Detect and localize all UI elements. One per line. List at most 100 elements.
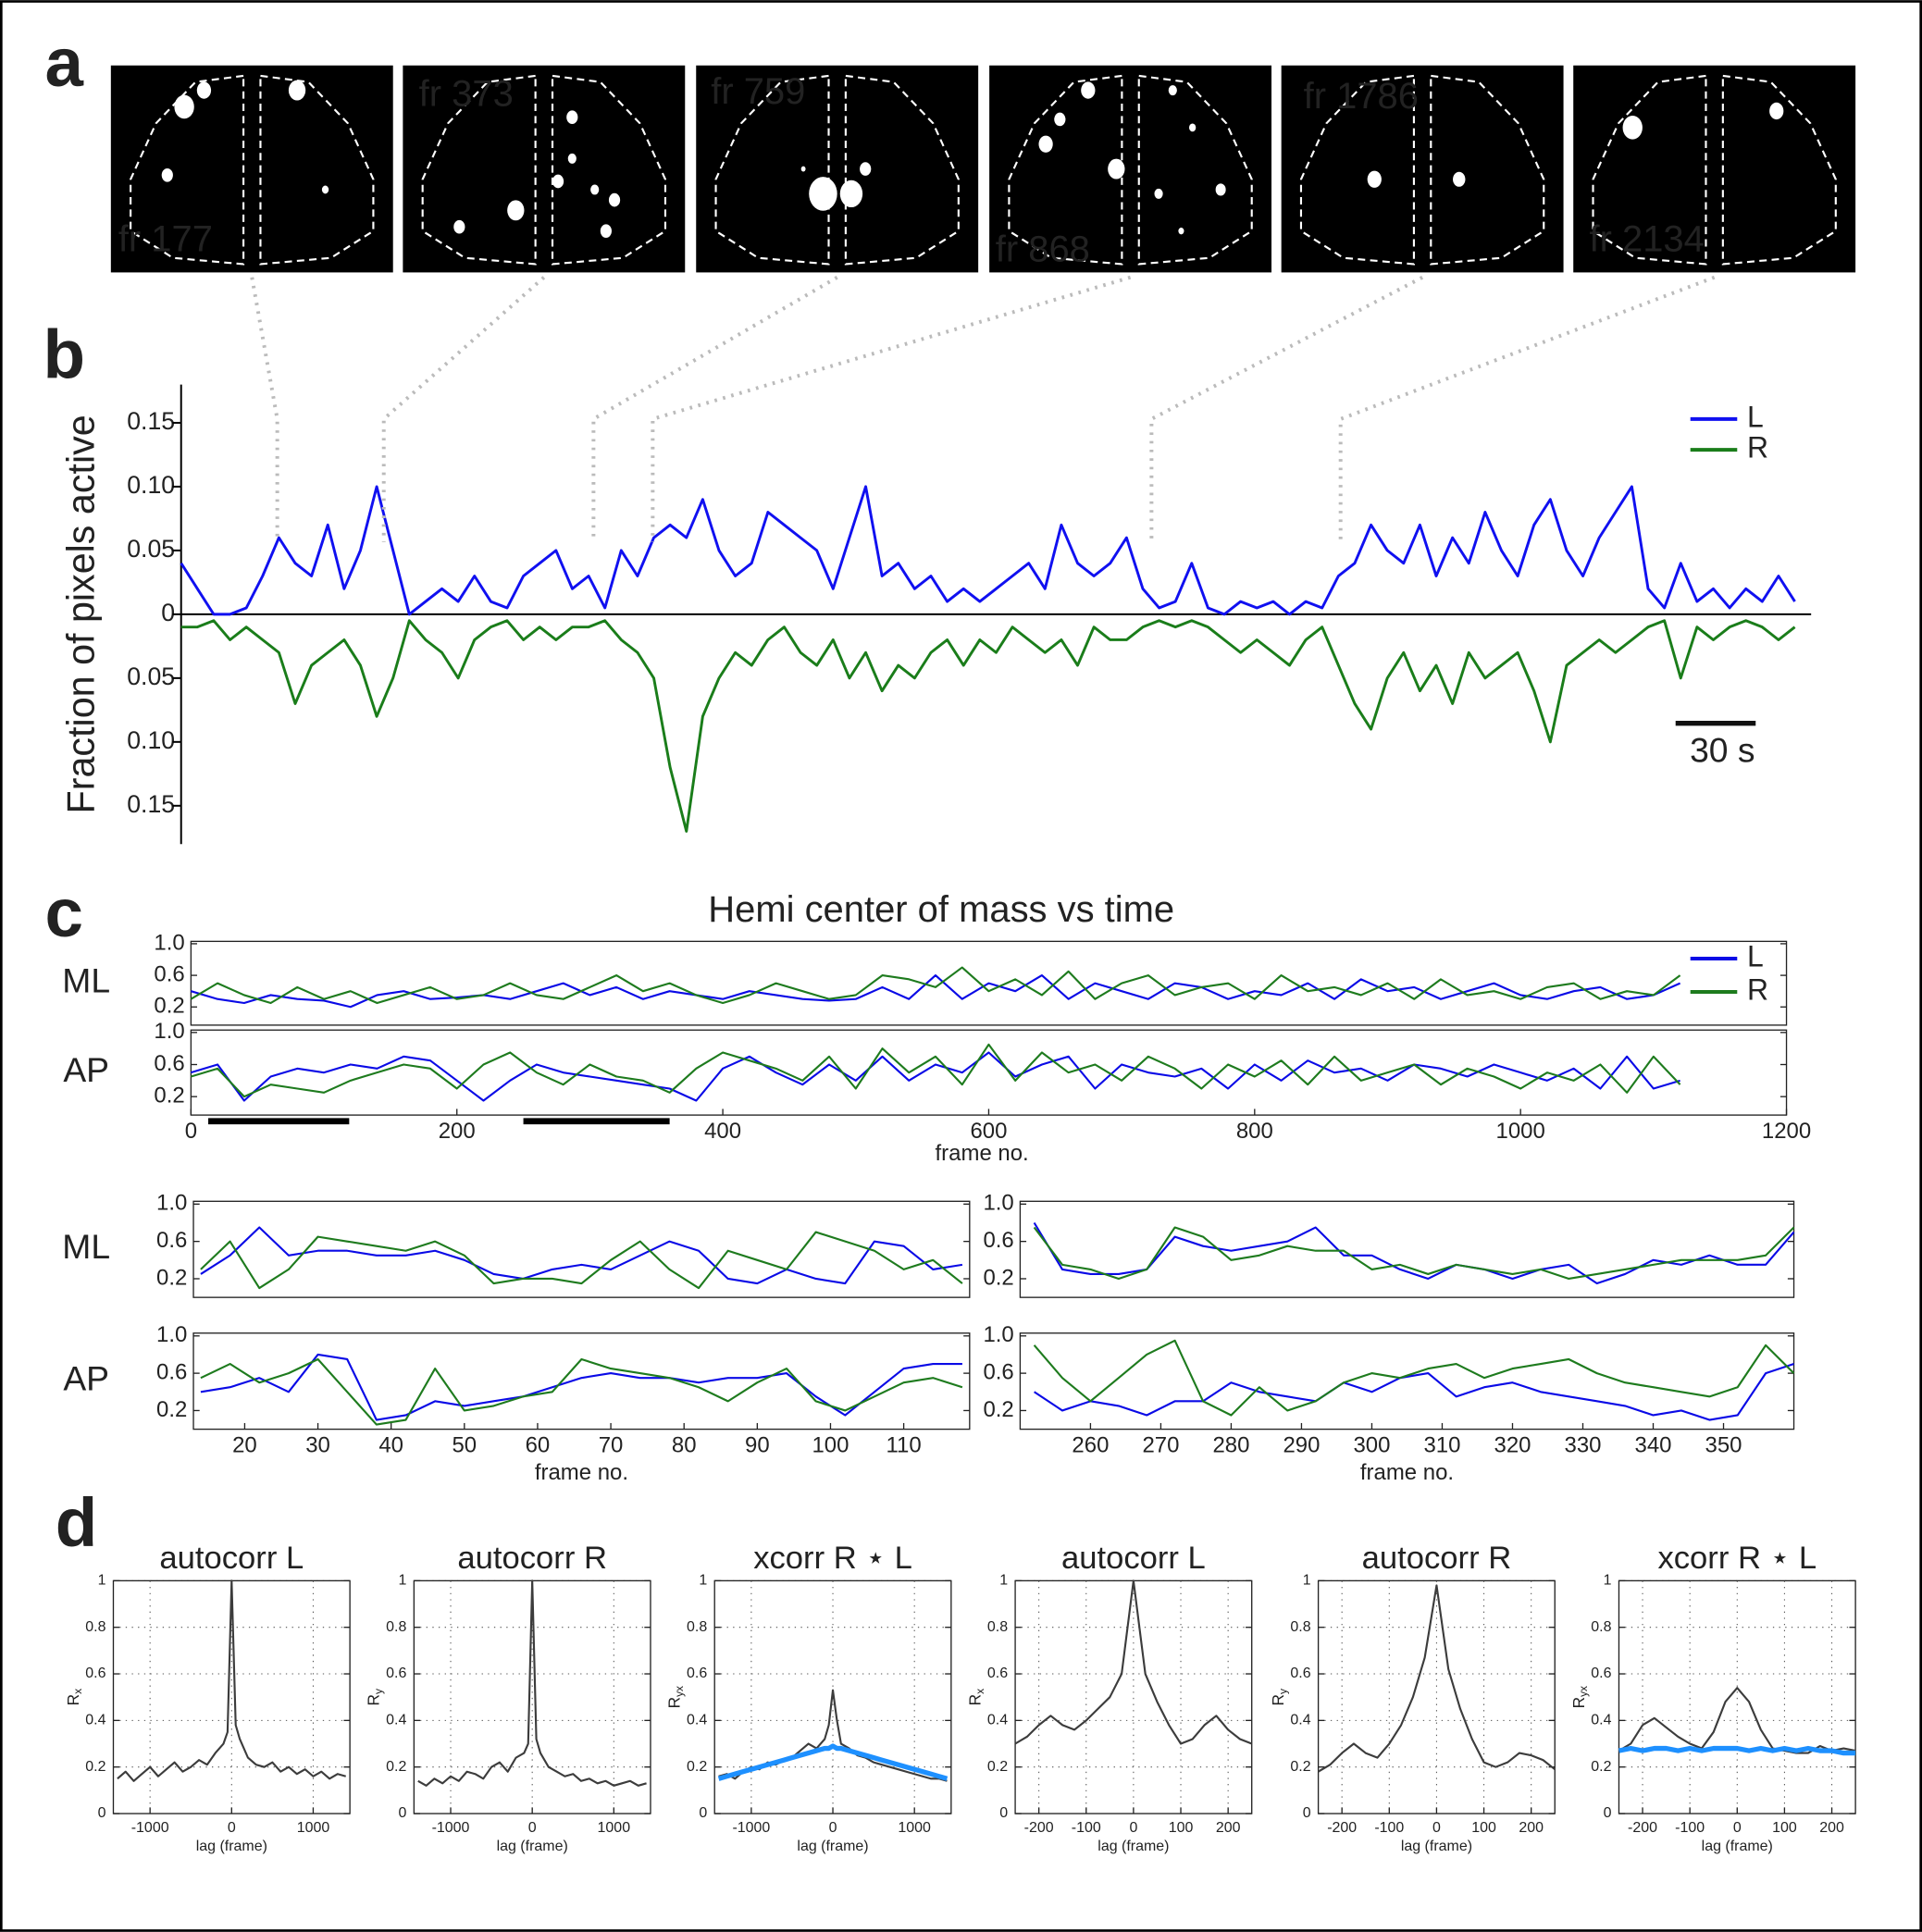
series-line bbox=[190, 966, 1681, 1005]
chart-title: xcorr R ⋆ L bbox=[753, 1541, 912, 1576]
snapshot-connector bbox=[651, 275, 1132, 542]
row-label: AP bbox=[63, 1050, 109, 1089]
y-tick-label: 0.2 bbox=[154, 1083, 184, 1108]
active-blob bbox=[1081, 81, 1096, 99]
y-tick-label: 0.2 bbox=[156, 1265, 187, 1290]
active-blob bbox=[566, 110, 578, 124]
y-tick-label: 0.6 bbox=[687, 1666, 707, 1681]
x-tick-label: 0 bbox=[528, 1820, 537, 1836]
snapshot-connector bbox=[591, 276, 838, 542]
y-axis-label-main: R bbox=[664, 1697, 683, 1708]
y-tick-label: 0.05 bbox=[127, 663, 175, 690]
plot-frame bbox=[190, 940, 1788, 1026]
y-tick-label: 0.15 bbox=[127, 790, 175, 818]
active-blob bbox=[1769, 102, 1784, 120]
legend-label: R bbox=[1747, 431, 1768, 464]
y-axis-label-sub: x bbox=[973, 1689, 986, 1694]
y-tick-label: 0 bbox=[161, 599, 175, 626]
x-tick-label: 0 bbox=[1733, 1820, 1742, 1836]
y-tick-label: 0.8 bbox=[1290, 1619, 1310, 1635]
legend-label: L bbox=[1747, 400, 1764, 433]
x-tick-label: 1000 bbox=[1496, 1119, 1545, 1144]
x-tick-label: 0 bbox=[1129, 1820, 1137, 1836]
active-blob bbox=[860, 162, 872, 176]
y-tick-label: 0.4 bbox=[1591, 1713, 1611, 1728]
x-tick-label: 100 bbox=[1772, 1820, 1797, 1836]
x-tick-label: 350 bbox=[1705, 1433, 1742, 1458]
active-blob bbox=[839, 180, 863, 208]
y-tick-label: 0 bbox=[999, 1805, 1008, 1821]
y-tick-label: 0.10 bbox=[127, 726, 175, 754]
y-tick-label: 0 bbox=[1604, 1805, 1612, 1821]
panel-letter: c bbox=[44, 874, 82, 951]
y-tick-label: 0.6 bbox=[1591, 1666, 1611, 1681]
snapshot-label: fr 373 bbox=[419, 74, 514, 115]
y-axis-label-main: R bbox=[965, 1694, 984, 1705]
y-tick-label: 1 bbox=[699, 1573, 707, 1589]
series-line bbox=[1618, 1745, 1856, 1756]
x-tick-label: 110 bbox=[887, 1433, 922, 1458]
chart-title: xcorr R ⋆ L bbox=[1657, 1541, 1817, 1576]
y-axis-label-main: R bbox=[63, 1694, 81, 1706]
x-tick-label: 70 bbox=[599, 1433, 624, 1458]
y-tick-label: 0.6 bbox=[987, 1666, 1008, 1681]
y-axis-label-sub: y bbox=[372, 1689, 385, 1694]
active-blob bbox=[1453, 171, 1466, 187]
row-label: ML bbox=[62, 1227, 110, 1266]
x-tick-label: 0 bbox=[1432, 1820, 1441, 1836]
y-tick-label: 0.8 bbox=[85, 1619, 105, 1635]
scale-bar-label: 30 s bbox=[1690, 731, 1755, 770]
y-tick-label: 0.2 bbox=[85, 1759, 105, 1775]
y-tick-label: 0.4 bbox=[1290, 1713, 1310, 1728]
x-tick-label: -200 bbox=[1024, 1820, 1054, 1836]
series-line bbox=[191, 1043, 1681, 1098]
plot-frame bbox=[1019, 1200, 1795, 1298]
x-axis-label: lag (frame) bbox=[196, 1839, 267, 1854]
x-tick-label: -1000 bbox=[732, 1820, 770, 1836]
y-tick-label: 0.2 bbox=[386, 1759, 406, 1775]
y-tick-label: 1.0 bbox=[156, 1191, 187, 1216]
series-line bbox=[191, 974, 1681, 1009]
y-tick-label: 0.2 bbox=[983, 1397, 1013, 1422]
x-tick-label: 340 bbox=[1635, 1433, 1672, 1458]
x-tick-label: 200 bbox=[439, 1119, 476, 1144]
y-axis-label: Ryx bbox=[1569, 1686, 1590, 1708]
snapshot-image bbox=[989, 65, 1272, 273]
y-tick-label: 0 bbox=[398, 1805, 406, 1821]
y-tick-label: 0.6 bbox=[983, 1228, 1013, 1253]
x-tick-label: 0 bbox=[228, 1820, 236, 1836]
y-tick-label: 1.0 bbox=[156, 1322, 187, 1347]
snapshot-image bbox=[696, 65, 979, 273]
y-tick-label: 0.8 bbox=[987, 1619, 1008, 1635]
y-axis-label-sub: x bbox=[71, 1689, 84, 1694]
y-tick-label: 0.6 bbox=[85, 1666, 105, 1681]
x-tick-label: 90 bbox=[745, 1433, 770, 1458]
active-blob bbox=[196, 81, 212, 99]
y-axis-label: Ry bbox=[364, 1689, 385, 1706]
active-blob bbox=[453, 219, 465, 234]
series-line bbox=[200, 1353, 962, 1421]
y-tick-label: 1 bbox=[1604, 1573, 1612, 1589]
panel-letter: d bbox=[56, 1484, 98, 1561]
active-blob bbox=[1054, 112, 1066, 127]
x-tick-label: -100 bbox=[1072, 1820, 1101, 1836]
chart-title: autocorr R bbox=[1362, 1541, 1512, 1576]
y-tick-label: 0.2 bbox=[687, 1759, 707, 1775]
x-tick-label: 330 bbox=[1565, 1433, 1602, 1458]
active-blob bbox=[1178, 228, 1184, 235]
series-line bbox=[417, 1579, 647, 1787]
active-blob bbox=[1622, 116, 1643, 140]
snapshot-image bbox=[1281, 65, 1564, 273]
y-tick-label: 0.05 bbox=[127, 535, 175, 563]
active-blob bbox=[507, 200, 525, 221]
series-line bbox=[200, 1226, 963, 1285]
panel-letter: b bbox=[43, 316, 85, 393]
y-tick-label: 0.2 bbox=[987, 1759, 1008, 1775]
x-tick-label: 800 bbox=[1236, 1119, 1273, 1144]
y-tick-label: 0.8 bbox=[1591, 1619, 1611, 1635]
y-tick-label: 0.6 bbox=[156, 1228, 187, 1253]
x-tick-label: 200 bbox=[1519, 1820, 1544, 1836]
active-blob bbox=[600, 224, 612, 238]
series-line bbox=[1014, 1579, 1253, 1745]
